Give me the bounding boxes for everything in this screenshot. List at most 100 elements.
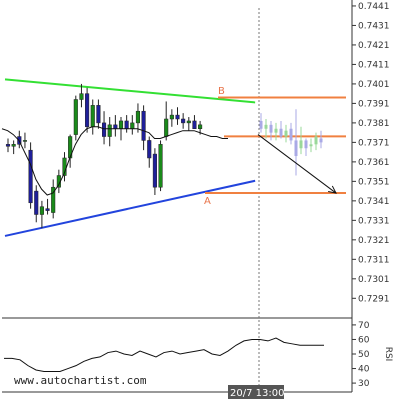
- candle-body: [79, 93, 84, 100]
- candle: [28, 142, 33, 209]
- candle: [152, 148, 157, 196]
- candle-body: [274, 128, 278, 133]
- price-tick-label: 0.7291: [358, 294, 390, 304]
- candle: [11, 140, 16, 155]
- candle: [102, 111, 107, 145]
- candles-group: [5, 83, 323, 229]
- forecast-candle: [279, 120, 283, 139]
- candle-body: [85, 93, 90, 128]
- candle-body: [113, 124, 118, 129]
- trend-lines: [4, 78, 346, 237]
- candle: [130, 115, 135, 135]
- candle: [186, 117, 191, 131]
- candle-body: [314, 136, 318, 145]
- forecast-candle: [319, 130, 323, 149]
- candle-body: [181, 118, 186, 124]
- overlay-group: BA: [1, 86, 337, 207]
- watermark: www.autochartist.com: [14, 374, 147, 387]
- resistance-trendline: [4, 78, 256, 104]
- candle-body: [279, 128, 283, 137]
- candle-body: [304, 140, 308, 149]
- candle-body: [299, 140, 303, 149]
- price-axis: 0.7441 0.7431 0.7421 0.7411 0.7401 0.7391 0.73…: [352, 2, 390, 304]
- rsi-panel: 70 60 50 40 30 RSI: [4, 321, 393, 389]
- candle: [147, 136, 152, 168]
- candle-body: [186, 120, 191, 124]
- candle-body: [141, 110, 146, 141]
- rsi-tick-label: 60: [358, 335, 370, 345]
- candle-body: [51, 186, 56, 213]
- price-tick-label: 0.7341: [358, 197, 390, 207]
- candle-body: [34, 190, 39, 215]
- price-tick-label: 0.7321: [358, 236, 390, 246]
- forecast-candle: [294, 109, 298, 176]
- forecast-candle: [309, 138, 313, 153]
- candle: [158, 140, 163, 192]
- price-tick-label: 0.7401: [358, 80, 390, 90]
- candle-body: [28, 149, 33, 204]
- price-tick-label: 0.7411: [358, 60, 390, 70]
- forecast-candle: [314, 132, 318, 151]
- candle-body: [147, 140, 152, 159]
- candle: [141, 105, 146, 151]
- rsi-tick-label: 40: [358, 365, 370, 375]
- candle: [96, 99, 101, 129]
- candle-body: [96, 105, 101, 124]
- price-tick-label: 0.7391: [358, 99, 390, 109]
- candle: [107, 117, 112, 147]
- candle: [135, 103, 140, 133]
- price-tick-label: 0.7421: [358, 41, 390, 51]
- time-label: 20/7 13:00: [230, 388, 284, 399]
- candle: [45, 198, 50, 215]
- forecast-candle: [264, 118, 268, 139]
- price-tick-label: 0.7301: [358, 275, 390, 285]
- candle-body: [198, 124, 203, 129]
- candle-body: [73, 99, 78, 135]
- candle-body: [90, 105, 95, 128]
- price-tick-label: 0.7331: [358, 216, 390, 226]
- point-label-b: B: [218, 86, 225, 97]
- price-tick-label: 0.7431: [358, 21, 390, 31]
- candle-body: [107, 124, 112, 137]
- candle-body: [319, 138, 323, 143]
- candle-body: [175, 114, 180, 120]
- support-trendline: [4, 179, 256, 237]
- candle: [5, 138, 11, 153]
- candle: [164, 101, 169, 141]
- candle: [85, 87, 90, 133]
- candle-body: [269, 124, 273, 133]
- candle-body: [309, 144, 313, 147]
- rsi-tick-label: 30: [358, 379, 370, 389]
- candle-body: [22, 140, 27, 142]
- price-tick-label: 0.7351: [358, 177, 390, 187]
- candle: [192, 115, 197, 129]
- time-badge: [228, 385, 284, 399]
- candle: [79, 83, 84, 108]
- price-tick-label: 0.7311: [358, 255, 390, 265]
- forecast-candle: [269, 120, 273, 141]
- forecast-candle: [289, 122, 293, 145]
- candle: [51, 179, 56, 219]
- candle-body: [39, 206, 44, 215]
- forecast-candle: [284, 124, 288, 143]
- forecast-candle: [274, 122, 278, 141]
- candle-body: [169, 114, 174, 120]
- candle-body: [259, 120, 263, 129]
- candle: [62, 152, 67, 182]
- price-tick-label: 0.7381: [358, 119, 390, 129]
- candle-body: [118, 120, 124, 129]
- rsi-tick-label: 50: [358, 350, 370, 360]
- candle-body: [289, 128, 293, 141]
- candle: [68, 134, 73, 168]
- candle-body: [152, 153, 157, 188]
- candle: [34, 185, 39, 223]
- candle: [169, 109, 174, 127]
- plot-frame: [2, 0, 353, 393]
- moving-average-line: [1, 126, 228, 196]
- candle-body: [5, 144, 11, 147]
- candle: [113, 115, 118, 137]
- candle-body: [164, 118, 169, 137]
- forecast-candle: [259, 113, 263, 133]
